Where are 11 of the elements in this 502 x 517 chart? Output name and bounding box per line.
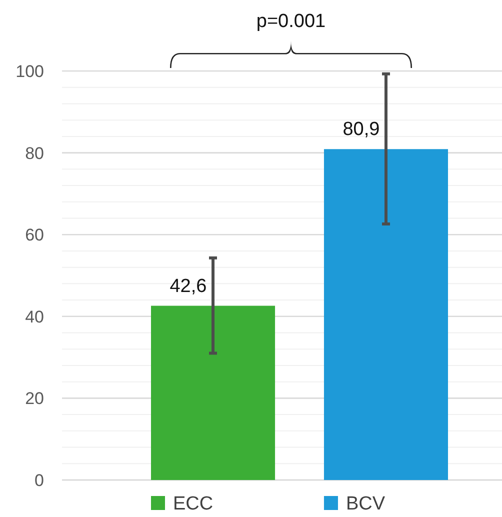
legend-label: ECC [173,494,214,515]
text: p=0.001 [256,11,326,32]
data-label: 42,6 [170,276,207,297]
legend-label: BCV [346,494,386,515]
y-tick-label: 20 [25,389,44,408]
data-label: 80,9 [342,119,380,140]
y-tick-label: 40 [25,307,44,326]
y-tick-label: 100 [16,62,44,81]
y-tick-label: 0 [34,470,44,490]
y-tick-label: 80 [25,144,44,163]
y-tick-label: 60 [25,226,44,245]
